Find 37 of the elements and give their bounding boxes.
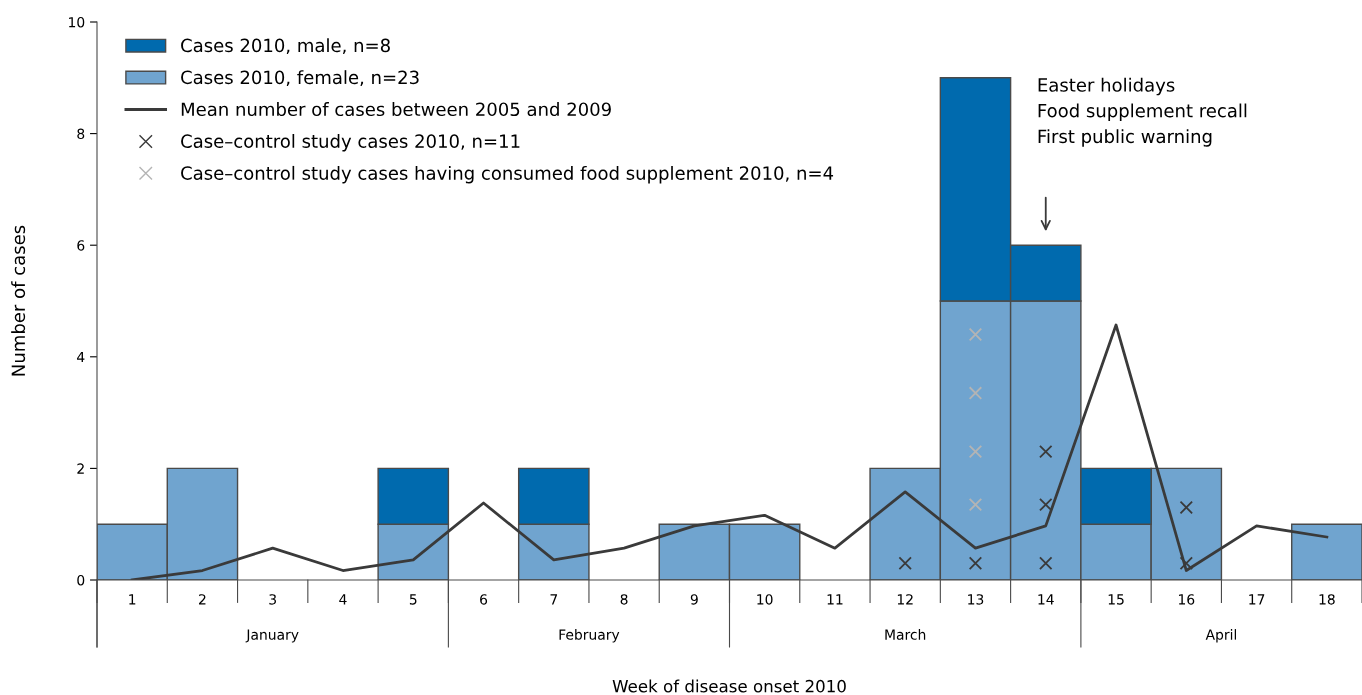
x-tick-label: 5 — [409, 594, 417, 605]
x-tick-label: 4 — [339, 594, 347, 605]
y-tick-label: 0 — [77, 574, 85, 586]
x-tick-label: 14 — [1038, 594, 1054, 605]
y-tick-label: 2 — [77, 463, 84, 474]
x-tick-label: 8 — [620, 594, 628, 605]
x-tick-label: 3 — [269, 594, 276, 605]
y-axis-title: Number of cases — [11, 225, 26, 376]
x-tick-label: 7 — [550, 594, 558, 605]
y-tick-label: 8 — [77, 128, 85, 140]
x-tick-label: 18 — [1319, 594, 1335, 605]
legend-label: Case–control study cases having consumed food supplement 2010, n=4 — [181, 165, 834, 184]
x-tick-label: 1 — [129, 594, 136, 605]
annotation: Easter holidays Food supplement recall First public warning — [1038, 77, 1247, 147]
x-axis-title: Week of disease onset 2010 — [612, 679, 846, 693]
legend-label: Cases 2010, male, n=8 — [181, 38, 390, 55]
y-tick-label: 10 — [69, 16, 85, 28]
x-tick-label: 17 — [1249, 594, 1265, 605]
legend-label: Cases 2010, female, n=23 — [181, 70, 419, 86]
x-tick-label: 9 — [690, 594, 698, 605]
legend-label: Mean number of cases between 2005 and 2009 — [181, 102, 611, 117]
text: April — [1205, 629, 1237, 643]
y-tick-label: 6 — [77, 240, 85, 251]
x-tick-label: 10 — [757, 594, 773, 605]
legend-label: Case–control study cases 2010, n=11 — [181, 134, 520, 152]
x-tick-label: 2 — [199, 594, 206, 605]
x-tick-label: 16 — [1178, 594, 1195, 605]
x-tick-label: 11 — [827, 594, 843, 605]
text: March — [885, 629, 926, 640]
y-tick-label: 4 — [77, 351, 85, 363]
text: January — [245, 629, 299, 643]
x-tick-label: 15 — [1108, 594, 1124, 605]
x-tick-label: 13 — [968, 594, 984, 605]
line-series — [130, 323, 1329, 580]
x-tick-label: 6 — [480, 594, 488, 605]
text: February — [559, 629, 620, 643]
x-tick-label: 12 — [897, 594, 913, 605]
